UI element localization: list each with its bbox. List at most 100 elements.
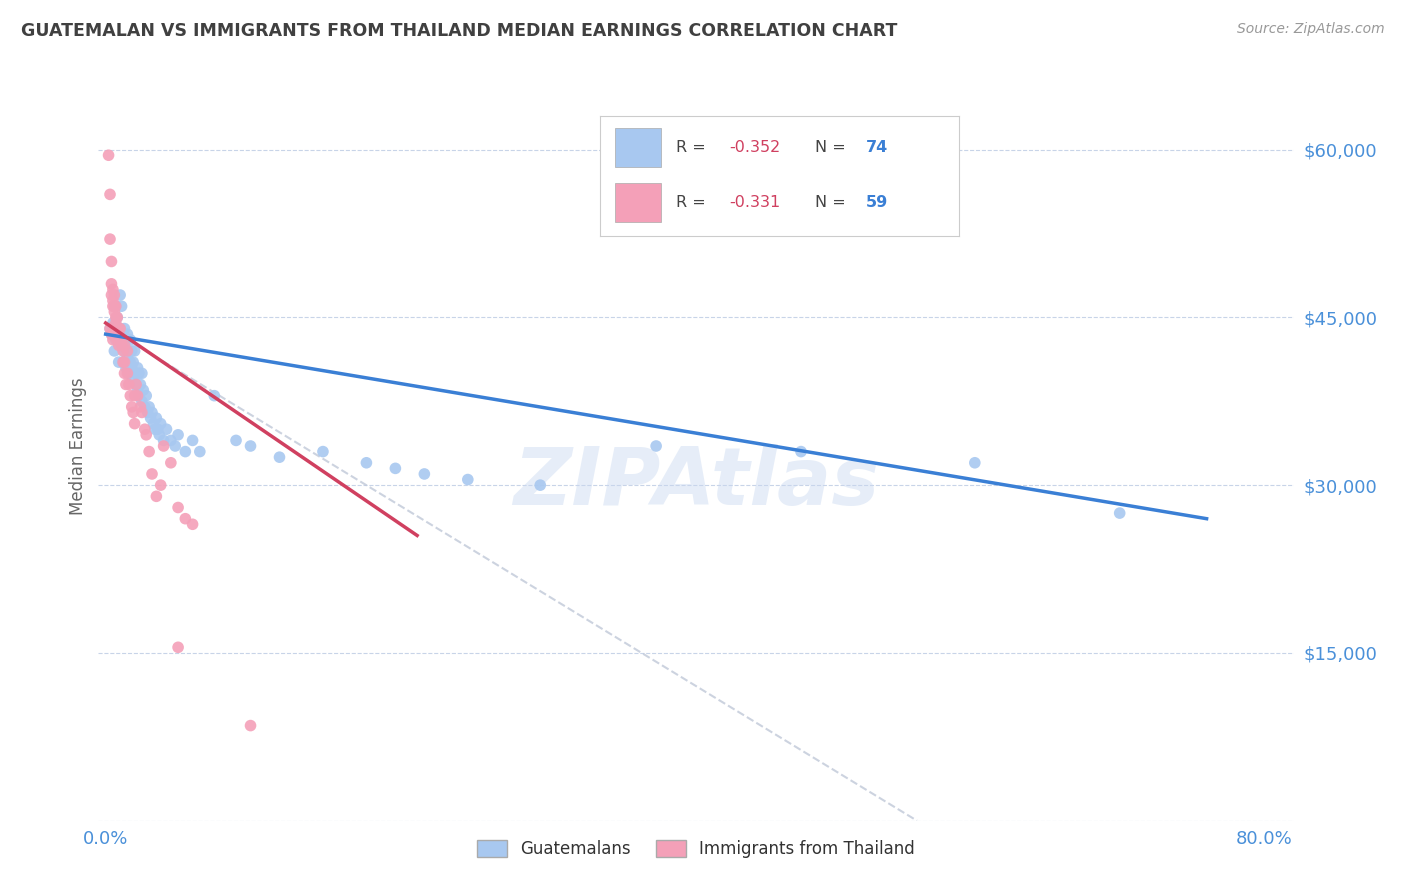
Point — [107, 321, 129, 335]
Point — [129, 377, 152, 392]
Point — [108, 333, 131, 347]
Point — [269, 450, 291, 465]
Point — [127, 383, 149, 397]
Point — [98, 321, 121, 335]
Point — [645, 439, 668, 453]
Point — [108, 288, 131, 302]
Point — [117, 367, 139, 381]
Point — [225, 434, 247, 448]
Point — [104, 310, 127, 325]
Point — [104, 299, 127, 313]
Point — [141, 467, 163, 481]
Point — [174, 511, 197, 525]
Point — [101, 333, 124, 347]
Point — [152, 439, 174, 453]
Point — [104, 299, 127, 313]
Point — [413, 467, 436, 481]
Point — [128, 367, 150, 381]
Point — [117, 327, 139, 342]
Point — [114, 338, 136, 352]
Point — [181, 434, 204, 448]
Point — [122, 355, 145, 369]
Point — [132, 383, 155, 397]
Point — [131, 367, 153, 381]
Point — [115, 360, 138, 375]
Point — [129, 400, 152, 414]
Point — [117, 350, 139, 364]
Text: ZIPAtlas: ZIPAtlas — [513, 444, 879, 523]
Point — [165, 439, 187, 453]
Point — [120, 355, 142, 369]
Point — [148, 427, 170, 442]
Point — [167, 427, 190, 442]
Point — [122, 372, 145, 386]
Point — [152, 434, 174, 448]
Point — [101, 299, 124, 313]
Point — [149, 417, 172, 431]
Y-axis label: Median Earnings: Median Earnings — [69, 377, 87, 515]
Point — [107, 338, 129, 352]
Point — [104, 316, 127, 330]
Point — [101, 293, 124, 308]
Point — [181, 517, 204, 532]
Point — [107, 327, 129, 342]
Point — [101, 316, 124, 330]
Point — [98, 187, 121, 202]
Point — [127, 389, 149, 403]
Point — [110, 333, 132, 347]
Point — [122, 405, 145, 419]
Point — [155, 422, 177, 436]
Point — [117, 343, 139, 358]
Point — [124, 367, 146, 381]
Point — [100, 277, 122, 291]
Point — [120, 333, 142, 347]
Text: Source: ZipAtlas.com: Source: ZipAtlas.com — [1237, 22, 1385, 37]
Point — [118, 343, 141, 358]
Point — [174, 444, 197, 458]
Point — [103, 343, 125, 358]
Point — [105, 310, 128, 325]
Point — [100, 288, 122, 302]
Point — [121, 400, 143, 414]
Point — [112, 327, 135, 342]
Point — [114, 343, 136, 358]
Point — [134, 400, 156, 414]
Point — [112, 343, 135, 358]
Point — [108, 321, 131, 335]
Point — [120, 389, 142, 403]
Point — [110, 338, 132, 352]
Point — [100, 327, 122, 342]
Point — [107, 333, 129, 347]
Point — [239, 718, 262, 732]
Legend: Guatemalans, Immigrants from Thailand: Guatemalans, Immigrants from Thailand — [470, 833, 922, 864]
Point — [136, 405, 159, 419]
Point — [101, 282, 124, 296]
Point — [384, 461, 406, 475]
Point — [160, 434, 183, 448]
Point — [110, 299, 132, 313]
Point — [160, 456, 183, 470]
Point — [98, 232, 121, 246]
Point — [104, 321, 127, 335]
Point — [125, 377, 148, 392]
Point — [135, 427, 157, 442]
Point — [107, 355, 129, 369]
Point — [529, 478, 551, 492]
Point — [149, 478, 172, 492]
Point — [112, 355, 135, 369]
Point — [124, 417, 146, 431]
Point — [105, 321, 128, 335]
Point — [134, 422, 156, 436]
Point — [146, 422, 169, 436]
Point — [188, 444, 211, 458]
Point — [98, 321, 121, 335]
Point — [1108, 506, 1130, 520]
Point — [114, 355, 136, 369]
Point — [131, 405, 153, 419]
Point — [105, 310, 128, 325]
Point — [115, 333, 138, 347]
Point — [114, 367, 136, 381]
Point — [114, 321, 136, 335]
Text: GUATEMALAN VS IMMIGRANTS FROM THAILAND MEDIAN EARNINGS CORRELATION CHART: GUATEMALAN VS IMMIGRANTS FROM THAILAND M… — [21, 22, 897, 40]
Point — [202, 389, 225, 403]
